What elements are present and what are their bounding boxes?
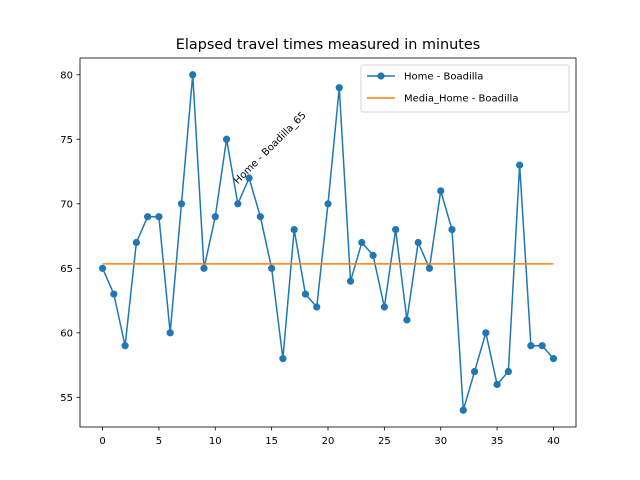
plot-area <box>79 57 577 428</box>
data-point <box>144 213 152 221</box>
series-home-boadilla <box>98 71 558 414</box>
data-point <box>403 316 411 324</box>
x-axis: 0 5 10 15 20 25 30 35 40 <box>99 427 560 447</box>
x-tick-label: 30 <box>434 436 447 447</box>
data-point <box>98 264 107 272</box>
annotation-label: Home - Boadilla_65 <box>232 110 308 186</box>
data-point <box>470 367 479 376</box>
series-line <box>101 74 555 411</box>
data-point <box>301 290 310 298</box>
y-axis: 55 60 65 70 75 80 <box>60 70 80 404</box>
data-point <box>516 161 524 169</box>
y-tick-label: 55 <box>60 393 73 404</box>
legend-label: Home - Boadilla <box>404 72 483 83</box>
data-point <box>256 213 264 221</box>
legend-marker <box>377 72 385 80</box>
data-point <box>268 264 276 272</box>
data-point <box>414 238 422 247</box>
y-tick-label: 75 <box>60 135 73 146</box>
y-tick-label: 80 <box>60 70 73 81</box>
data-point <box>324 200 332 208</box>
data-point <box>110 290 118 298</box>
data-point <box>549 355 558 363</box>
x-tick-label: 25 <box>378 436 391 447</box>
plot-frame <box>79 57 577 428</box>
annotation-layer: Home - Boadilla_65 <box>232 110 308 186</box>
data-point <box>177 200 186 208</box>
data-point <box>459 406 467 414</box>
data-point <box>200 264 208 272</box>
data-point <box>222 135 231 143</box>
data-point <box>189 71 197 79</box>
y-tick-label: 65 <box>60 264 73 275</box>
legend-label: Media_Home - Boadilla <box>404 94 518 105</box>
x-tick-label: 20 <box>322 436 335 447</box>
x-tick-label: 5 <box>156 436 162 447</box>
legend-box <box>360 64 570 113</box>
x-tick-label: 10 <box>209 436 222 447</box>
x-tick-label: 0 <box>99 436 105 447</box>
data-point <box>346 277 355 285</box>
data-point <box>279 355 287 363</box>
data-point <box>380 303 388 311</box>
legend-item: Media_Home - Boadilla <box>367 94 518 105</box>
x-tick-label: 15 <box>265 436 278 447</box>
data-point <box>504 367 512 376</box>
data-point <box>448 225 456 234</box>
data-point <box>211 213 219 221</box>
x-tick-label: 40 <box>547 436 560 447</box>
data-point <box>132 238 140 247</box>
legend: Home - Boadilla Media_Home - Boadilla <box>360 64 570 113</box>
data-point <box>527 342 535 350</box>
y-tick-label: 60 <box>60 328 73 339</box>
data-point <box>437 187 445 195</box>
data-point <box>121 342 129 350</box>
legend-item: Home - Boadilla <box>367 72 483 83</box>
x-tick-label: 35 <box>491 436 504 447</box>
y-tick-label: 70 <box>60 199 73 210</box>
data-point <box>482 329 490 337</box>
data-point <box>493 380 501 389</box>
data-point <box>392 225 400 234</box>
data-point <box>245 174 253 182</box>
data-point <box>425 264 434 272</box>
data-point <box>313 303 321 311</box>
data-point <box>335 84 343 92</box>
data-point <box>290 225 298 234</box>
data-point <box>538 342 546 350</box>
chart-title: Elapsed travel times measured in minutes <box>176 37 480 53</box>
data-point <box>166 329 174 337</box>
data-point <box>358 238 366 247</box>
data-point <box>234 200 242 208</box>
data-point <box>155 213 163 221</box>
series-layer <box>98 71 558 414</box>
data-point <box>369 251 377 260</box>
